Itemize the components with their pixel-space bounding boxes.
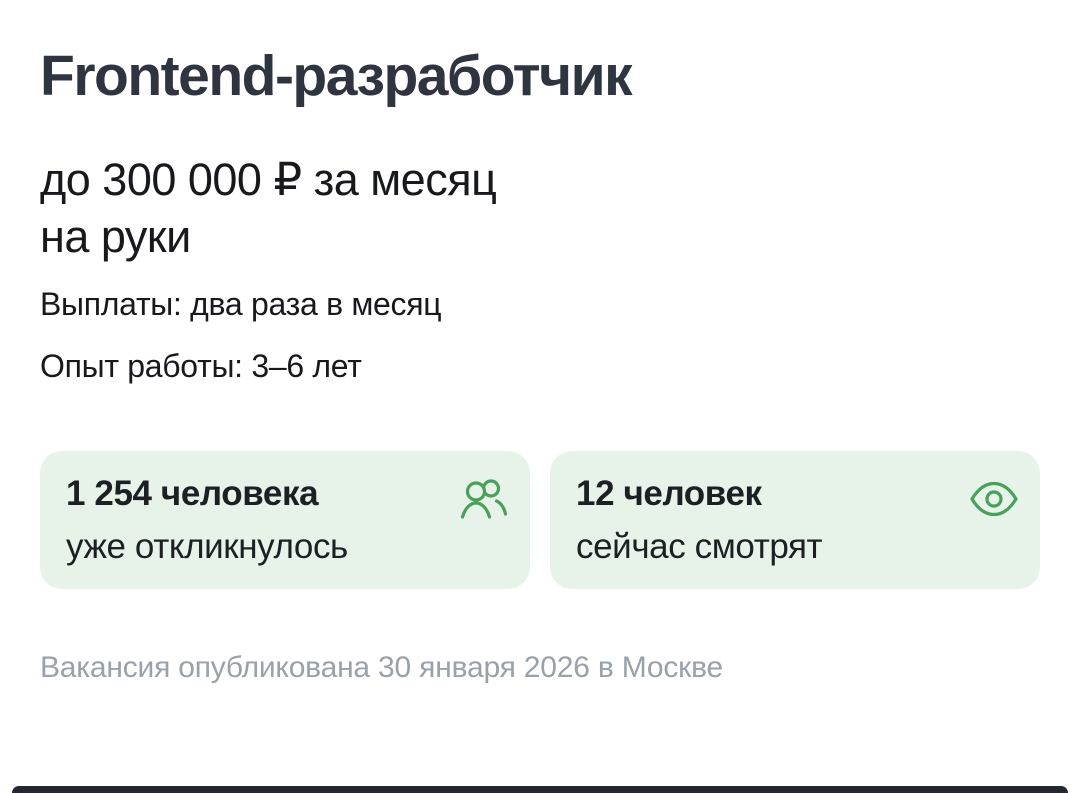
vacancy-title: Frontend-разработчик	[40, 44, 633, 108]
bottom-button-edge[interactable]	[12, 786, 1068, 793]
responses-label: уже откликнулось	[66, 527, 348, 566]
viewers-count: 12 человек	[576, 474, 762, 513]
people-icon	[460, 475, 508, 523]
experience-info: Опыт работы: 3–6 лет	[40, 348, 362, 384]
responses-stat-card: 1 254 человека уже откликнулось	[40, 451, 530, 589]
salary-note: на руки	[40, 211, 191, 262]
salary-amount: до 300 000 ₽ за месяц	[40, 154, 497, 205]
stats-row: 1 254 человека уже откликнулось 12 челов…	[40, 451, 1040, 589]
vacancy-page: Frontend-разработчик до 300 000 ₽ за мес…	[0, 44, 1080, 687]
salary-block: до 300 000 ₽ за месяц на руки	[40, 151, 1040, 265]
viewers-stat-card: 12 человек сейчас смотрят	[550, 451, 1040, 589]
eye-icon	[970, 475, 1018, 523]
payout-info: Выплаты: два раза в месяц	[40, 286, 442, 322]
viewers-label: сейчас смотрят	[576, 527, 823, 566]
responses-count: 1 254 человека	[66, 474, 319, 513]
published-info: Вакансия опубликована 30 января 2026 в М…	[40, 651, 723, 684]
